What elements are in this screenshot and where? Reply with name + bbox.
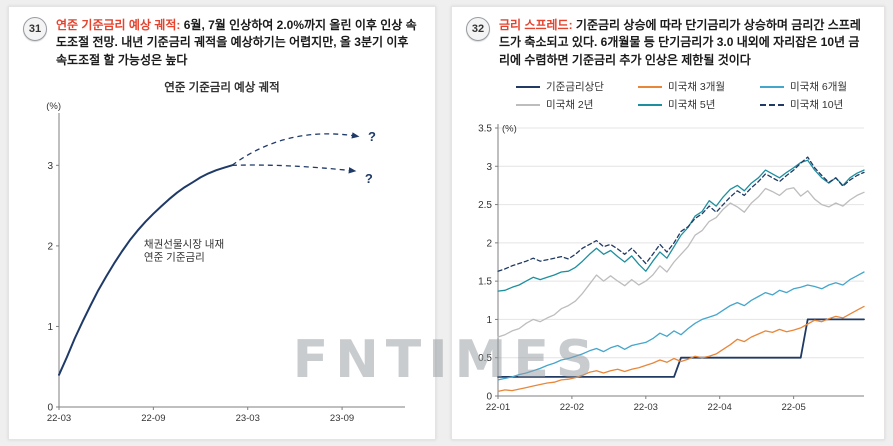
svg-text:22-03: 22-03 <box>47 413 71 424</box>
panel-description-body: 기준금리 상승에 따라 단기금리가 상승하며 금리간 스프레드가 축소되고 있다… <box>499 18 861 67</box>
svg-text:22-09: 22-09 <box>141 413 165 424</box>
chart-title: 연준 기준금리 예상 궤적 <box>164 82 280 95</box>
svg-text:3.5: 3.5 <box>478 124 492 135</box>
legend-item: 미국채 3개월 <box>638 79 760 94</box>
fed-rate-projection-chart: 0 1 2 3 22-03 22-09 23-03 23-09 (%)?? 채권선물시장 내재연준… <box>46 101 405 424</box>
panel-description-body: 6월, 7월 인상하여 2.0%까지 올린 이후 인상 속도조절 전망. 내년 … <box>56 18 417 67</box>
panel-description: 연준 기준금리 예상 궤적: 6월, 7월 인상하여 2.0%까지 올린 이후 … <box>56 17 421 69</box>
legend-line-sample <box>638 103 662 106</box>
panel-description-title: 금리 스프레드: <box>499 18 573 32</box>
svg-text:22-02: 22-02 <box>560 402 584 413</box>
svg-text:0.5: 0.5 <box>478 353 492 364</box>
rate-spread-chart: 0 0.5 1 1.5 2 2.5 3 3.5 22-01 22-02 22-03 22-04 22-0… <box>478 124 865 413</box>
svg-text:2.5: 2.5 <box>478 200 492 211</box>
svg-text:1: 1 <box>486 315 492 326</box>
svg-text:3: 3 <box>486 162 492 173</box>
legend-item: 기준금리상단 <box>516 79 638 94</box>
legend-item: 미국채 2년 <box>516 97 638 112</box>
svg-text:?: ? <box>365 171 373 186</box>
slide-number-badge: 32 <box>466 17 490 41</box>
panel-rate-spread: 32 금리 스프레드: 기준금리 상승에 따라 단기금리가 상승하며 금리간 스… <box>451 6 885 440</box>
svg-text:22-01: 22-01 <box>486 402 510 413</box>
svg-text:2: 2 <box>47 242 53 253</box>
legend-item: 미국채 10년 <box>760 97 882 112</box>
svg-text:(%): (%) <box>46 101 61 112</box>
legend-label: 미국채 10년 <box>790 99 844 112</box>
legend-line-sample <box>638 85 662 88</box>
svg-text:22-05: 22-05 <box>781 402 805 413</box>
panel-header: 32 금리 스프레드: 기준금리 상승에 따라 단기금리가 상승하며 금리간 스… <box>466 17 870 69</box>
legend-label: 미국채 5년 <box>668 99 716 112</box>
svg-text:(%): (%) <box>502 124 517 135</box>
svg-text:23-03: 23-03 <box>236 413 260 424</box>
svg-text:1.5: 1.5 <box>478 277 492 288</box>
svg-text:22-04: 22-04 <box>708 402 732 413</box>
svg-text:1: 1 <box>47 322 53 333</box>
svg-text:22-03: 22-03 <box>634 402 658 413</box>
legend-item: 미국채 5년 <box>638 97 760 112</box>
panel-header: 31 연준 기준금리 예상 궤적: 6월, 7월 인상하여 2.0%까지 올린 … <box>23 17 421 69</box>
svg-text:3: 3 <box>47 161 53 172</box>
svg-text:23-09: 23-09 <box>330 413 354 424</box>
legend-label: 기준금리상단 <box>546 81 604 94</box>
legend-line-sample <box>760 103 784 106</box>
svg-text:연준 기준금리: 연준 기준금리 <box>144 252 205 264</box>
panel-fed-rate-projection: 31 연준 기준금리 예상 궤적: 6월, 7월 인상하여 2.0%까지 올린 … <box>8 6 436 440</box>
legend-line-sample <box>516 103 540 106</box>
legend-item: 미국채 6개월 <box>760 79 882 94</box>
legend-label: 미국채 6개월 <box>790 81 848 94</box>
svg-text:?: ? <box>368 129 376 144</box>
legend-label: 미국채 3개월 <box>668 81 726 94</box>
legend-label: 미국채 2년 <box>546 99 594 112</box>
svg-text:0: 0 <box>47 403 53 414</box>
svg-text:0: 0 <box>486 392 492 403</box>
panel-description-title: 연준 기준금리 예상 궤적: <box>56 18 181 32</box>
svg-text:2: 2 <box>486 239 492 250</box>
svg-text:채권선물시장 내재: 채권선물시장 내재 <box>144 239 224 251</box>
legend-line-sample <box>516 85 540 88</box>
panel-description: 금리 스프레드: 기준금리 상승에 따라 단기금리가 상승하며 금리간 스프레드… <box>499 17 870 69</box>
legend-line-sample <box>760 85 784 88</box>
slide-number-badge: 31 <box>23 17 47 41</box>
